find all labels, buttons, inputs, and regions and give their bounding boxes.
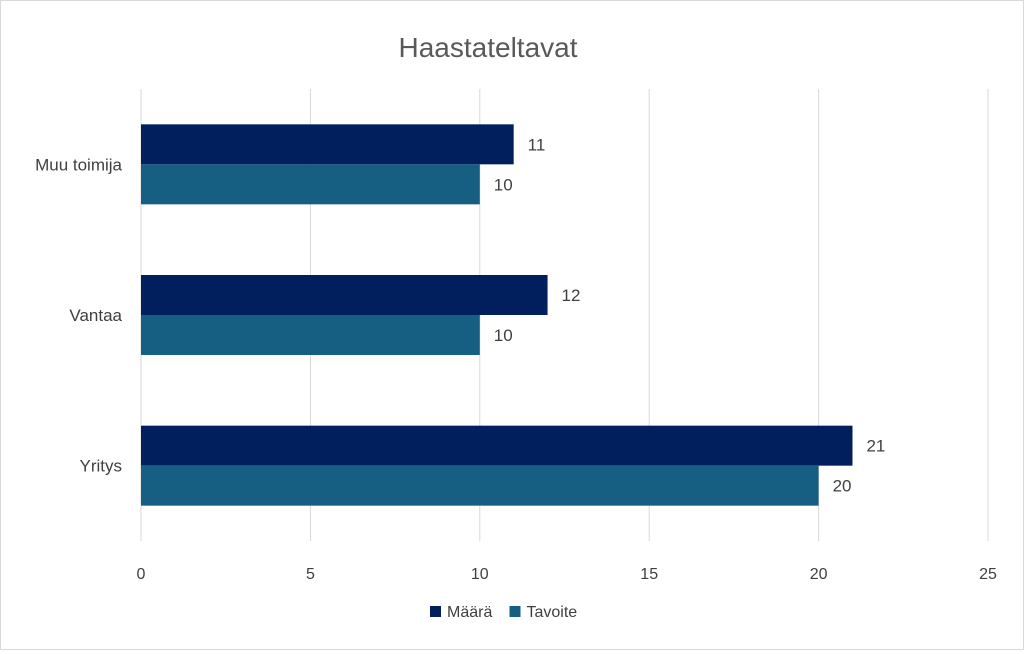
x-tick-label: 20 xyxy=(810,566,828,583)
x-tick-label: 0 xyxy=(137,566,146,583)
legend-swatch xyxy=(430,606,441,617)
bar xyxy=(141,315,480,355)
x-axis-tick-labels: 0 5 10 15 20 25 xyxy=(137,566,997,583)
category-label: Yritys xyxy=(80,457,123,476)
legend-label: Määrä xyxy=(447,604,492,621)
category-label: Muu toimija xyxy=(35,155,122,174)
data-label: 20 xyxy=(833,477,852,496)
chart-title: Haastateltavat xyxy=(399,32,578,63)
category-label: Vantaa xyxy=(69,306,122,325)
data-label: 10 xyxy=(494,326,513,345)
category-labels: Muu toimija Vantaa Yritys xyxy=(35,155,122,475)
bar xyxy=(141,465,819,506)
data-label: 21 xyxy=(866,437,885,456)
legend-swatch xyxy=(509,606,521,617)
bars xyxy=(141,124,853,506)
x-tick-label: 10 xyxy=(471,566,489,583)
bar xyxy=(141,124,514,165)
data-label: 12 xyxy=(562,286,581,305)
x-tick-label: 15 xyxy=(640,566,658,583)
x-tick-label: 5 xyxy=(306,566,315,583)
bar xyxy=(141,275,548,315)
legend: Määrä Tavoite xyxy=(430,604,577,621)
x-tick-label: 25 xyxy=(979,566,997,583)
data-label: 11 xyxy=(528,135,546,154)
data-label: 10 xyxy=(494,175,513,194)
bar xyxy=(141,425,853,466)
data-labels: 11 10 12 10 21 20 xyxy=(494,135,886,495)
legend-label: Tavoite xyxy=(527,604,578,621)
bar xyxy=(141,164,480,205)
